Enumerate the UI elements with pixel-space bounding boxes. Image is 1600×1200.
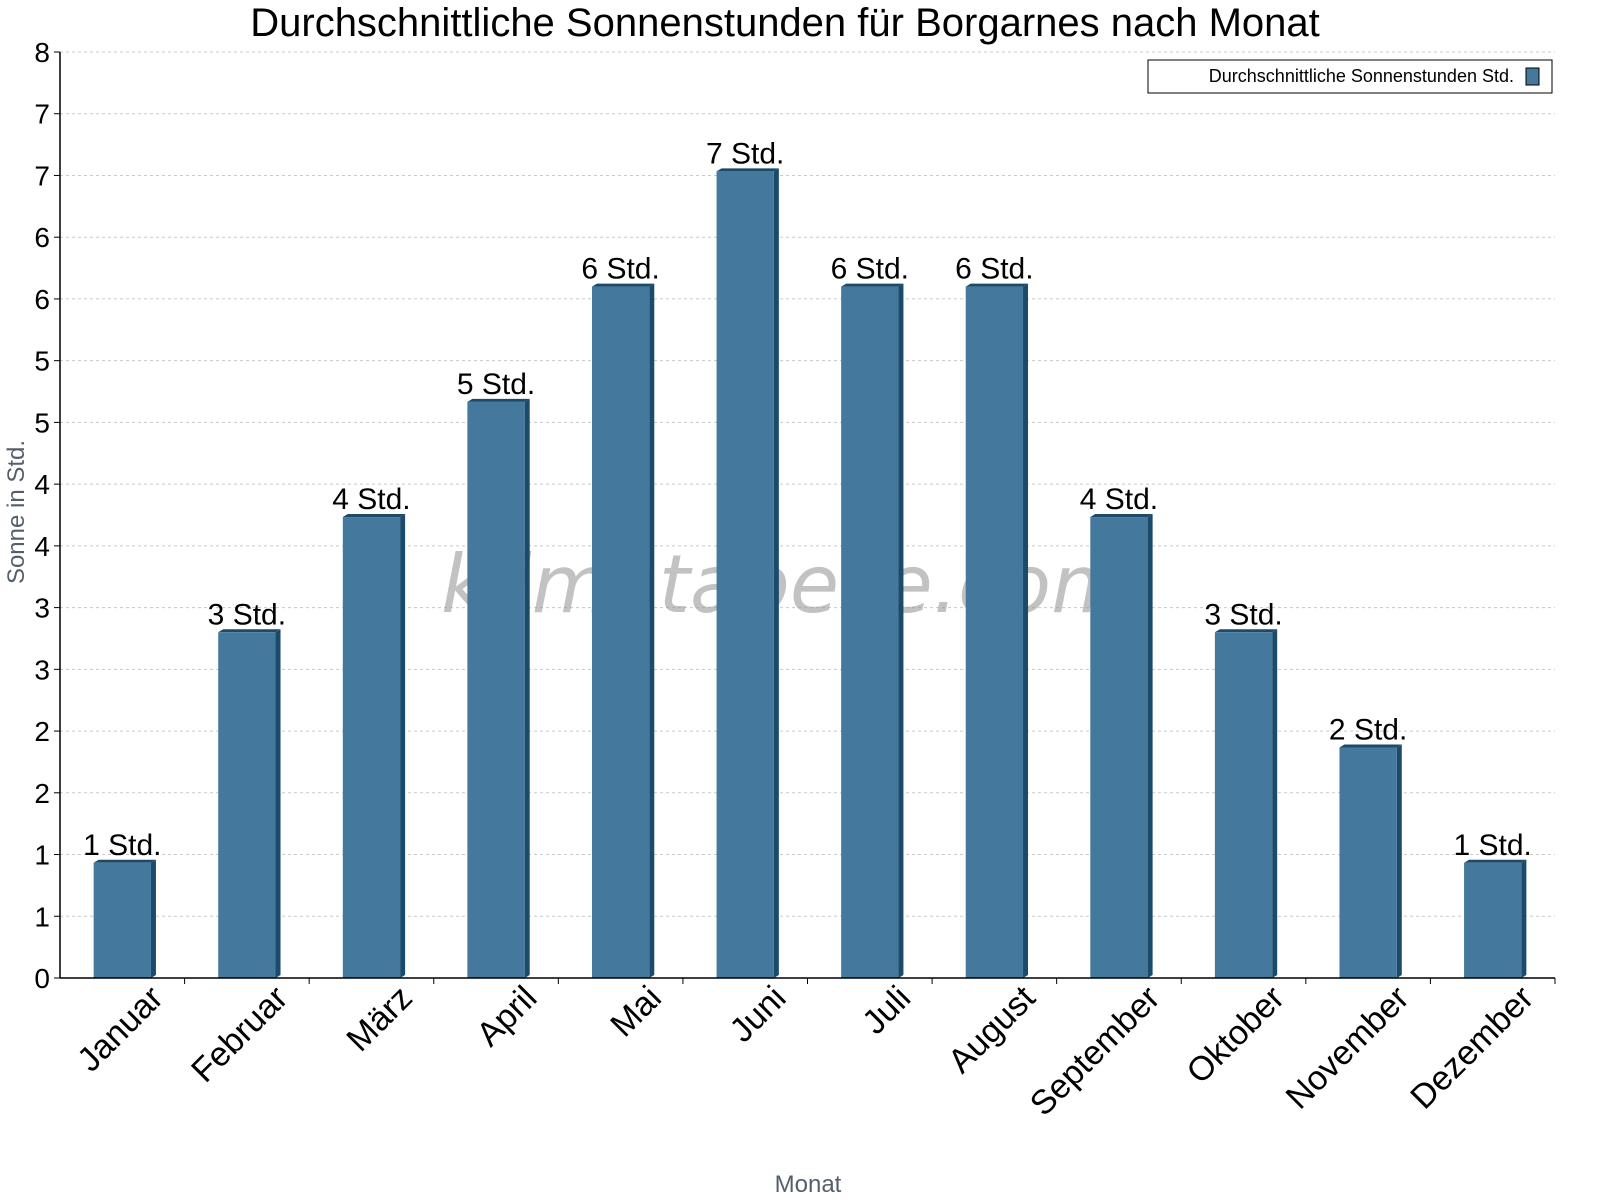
bar-top: [841, 283, 904, 287]
x-tick-label: Oktober: [1179, 979, 1291, 1091]
bar-side: [1023, 283, 1029, 978]
bar-top: [1090, 514, 1153, 518]
y-tick-label: 4: [34, 469, 50, 500]
bar-side: [1272, 629, 1278, 978]
bar-top: [218, 629, 281, 633]
data-label: 2 Std.: [1329, 714, 1407, 747]
y-tick-label: 6: [34, 222, 50, 253]
x-tick-label: Mai: [603, 979, 669, 1045]
y-tick-label: 7: [34, 99, 50, 130]
x-tick-label: August: [941, 978, 1043, 1080]
y-tick-label: 3: [34, 654, 50, 685]
legend-label: Durchschnittliche Sonnenstunden Std.: [1209, 66, 1514, 86]
bar: [1464, 862, 1522, 978]
bar-side: [150, 859, 156, 978]
y-tick-label: 1: [34, 901, 50, 932]
data-label: 1 Std.: [1454, 829, 1532, 862]
data-label: 4 Std.: [332, 483, 410, 516]
bars: [93, 168, 1527, 979]
data-label: 4 Std.: [1080, 483, 1158, 516]
legend-box: [1147, 59, 1553, 94]
gridlines: [60, 51, 1555, 917]
bar: [342, 517, 401, 978]
y-tick-label: 6: [34, 284, 50, 315]
bar-side: [1396, 744, 1402, 978]
y-tick-label: 4: [34, 531, 50, 562]
bar-top: [1464, 859, 1527, 863]
chart-title: Durchschnittliche Sonnenstunden für Borg…: [250, 1, 1320, 45]
bar: [1090, 517, 1148, 978]
y-tick-label: 7: [34, 160, 50, 191]
bar-side: [649, 283, 655, 978]
data-label: 1 Std.: [83, 829, 161, 862]
y-tick-label: 0: [34, 963, 50, 994]
x-tick-label: März: [339, 979, 419, 1059]
bar-side: [1147, 514, 1153, 978]
x-axis-title: Monat: [775, 1171, 842, 1198]
x-tick-label: Februar: [184, 979, 295, 1090]
data-label: 6 Std.: [955, 253, 1033, 286]
axes: 0 1 1 2 2 3 3 4 4 5 5 6 6 7 7 8: [34, 37, 1556, 994]
bar-side: [524, 398, 530, 978]
y-axis-title: Sonne in Std.: [3, 440, 30, 584]
bar-top: [1339, 744, 1402, 748]
bar: [716, 171, 774, 979]
data-label: 3 Std.: [1204, 598, 1282, 631]
x-tick-label: Januar: [70, 979, 170, 1079]
x-tick-label: September: [1023, 979, 1167, 1123]
data-label: 6 Std.: [831, 253, 909, 286]
x-tick-label: April: [469, 979, 544, 1054]
y-tick-label: 1: [34, 840, 50, 871]
bar-side: [898, 283, 904, 978]
bar: [841, 286, 899, 978]
bar-top: [591, 283, 655, 287]
bar-side: [400, 514, 406, 978]
x-tick-label: November: [1279, 979, 1417, 1117]
x-tick-label: Dezember: [1403, 979, 1541, 1117]
data-label: 5 Std.: [457, 368, 535, 401]
y-tick-label: 5: [34, 407, 50, 438]
bar: [1214, 632, 1273, 978]
bar: [467, 401, 525, 978]
bar: [1339, 747, 1397, 978]
bar-top: [93, 859, 156, 863]
bar-side: [1521, 859, 1527, 978]
bar: [93, 862, 151, 978]
legend-swatch: [1525, 67, 1540, 86]
y-tick-label: 3: [34, 593, 50, 624]
bar-top: [716, 168, 779, 172]
y-tick-label: 2: [34, 716, 50, 747]
data-label: 3 Std.: [208, 598, 286, 631]
bar-side: [773, 168, 779, 979]
y-tick-label: 5: [34, 346, 50, 377]
bar-top: [342, 514, 406, 518]
x-tick-label: Juli: [855, 979, 918, 1042]
bar-top: [467, 398, 530, 402]
data-label: 6 Std.: [581, 253, 659, 286]
bar: [591, 286, 650, 978]
bar: [965, 286, 1024, 978]
y-tick-label: 8: [34, 37, 50, 68]
bar-top: [1214, 629, 1278, 633]
bar: [218, 632, 276, 978]
y-tick-label: 2: [34, 778, 50, 809]
legend: Durchschnittliche Sonnenstunden Std.: [1147, 59, 1553, 94]
x-tick-label: Juni: [723, 979, 794, 1050]
data-label: 7 Std.: [706, 137, 784, 170]
bar-top: [965, 283, 1029, 287]
bar-side: [275, 629, 281, 978]
